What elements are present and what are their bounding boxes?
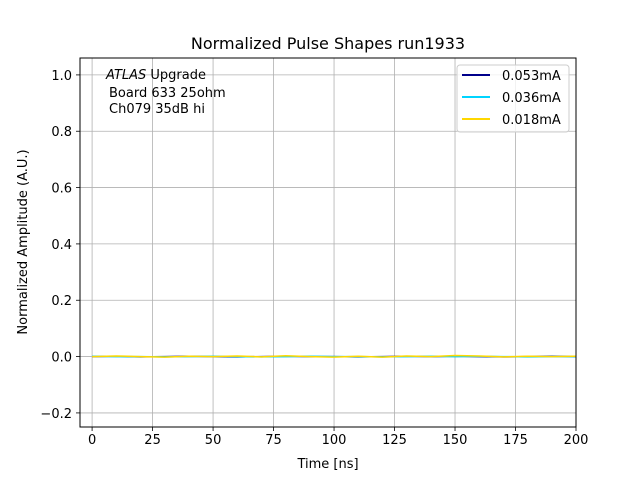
legend: 0.053mA 0.036mA 0.018mA — [456, 64, 570, 133]
y-axis-ticks: −0.2 0.0 0.2 0.4 0.6 0.8 1.0 — [40, 69, 80, 422]
x-tick-label: 50 — [205, 433, 222, 448]
y-axis-label: Normalized Amplitude (A.U.) — [16, 149, 31, 334]
legend-label: 0.036mA — [502, 91, 561, 106]
annotation-line-1: ATLAS Upgrade — [105, 68, 206, 83]
x-tick-label: 25 — [144, 433, 161, 448]
annotation-line-3: Ch079 35dB hi — [109, 102, 205, 117]
y-tick-label: 0.6 — [51, 182, 72, 197]
plot-frame — [79, 57, 577, 428]
series-lines — [92, 354, 577, 358]
x-tick-label: 175 — [503, 433, 528, 448]
x-axis-label: Time [ns] — [296, 457, 358, 472]
x-tick-label: 100 — [322, 433, 347, 448]
y-tick-label: 0.8 — [51, 125, 72, 140]
series-line-0.018mA — [92, 354, 577, 358]
x-tick-label: 125 — [382, 433, 407, 448]
upgrade-label: Upgrade — [146, 68, 206, 83]
y-tick-label: −0.2 — [40, 407, 72, 422]
y-tick-label: 1.0 — [51, 69, 72, 84]
legend-box — [456, 64, 570, 133]
atlas-label: ATLAS — [105, 68, 146, 83]
x-tick-label: 75 — [265, 433, 282, 448]
x-tick-label: 150 — [443, 433, 468, 448]
y-tick-label: 0.4 — [51, 238, 72, 253]
x-tick-label: 200 — [564, 433, 589, 448]
annotation-line-2: Board 633 25ohm — [109, 86, 226, 101]
x-axis-ticks: 0 25 50 75 100 125 150 175 200 — [88, 427, 588, 448]
y-tick-label: 0.2 — [51, 294, 72, 309]
y-tick-label: 0.0 — [51, 351, 72, 366]
legend-label: 0.053mA — [502, 69, 561, 84]
chart-title: Normalized Pulse Shapes run1933 — [191, 34, 465, 53]
legend-label: 0.018mA — [502, 113, 561, 128]
atlas-annotation: ATLAS Upgrade Board 633 25ohm Ch079 35dB… — [105, 68, 226, 117]
x-tick-label: 0 — [88, 433, 96, 448]
